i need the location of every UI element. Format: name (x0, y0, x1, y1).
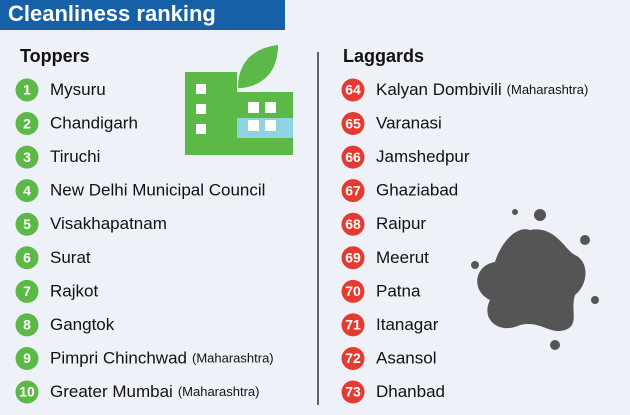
rank: 1 (23, 82, 31, 98)
city-name: Chandigarh (50, 114, 138, 133)
city-name: Meerut (376, 248, 429, 267)
city-name: Itanagar (376, 315, 439, 334)
city: Meerut (376, 248, 429, 267)
city: Ghaziabad (376, 181, 458, 200)
city: Raipur (376, 215, 426, 234)
rank-badge (341, 246, 365, 270)
city: Dhanbad (376, 383, 445, 402)
city: Mysuru (50, 80, 106, 99)
city: Gangtok (50, 315, 115, 334)
rank-badge (15, 380, 39, 404)
rank: 73 (345, 384, 361, 400)
city: Kalyan Dombivili (Maharashtra) (376, 80, 588, 99)
city-name: Gangtok (50, 315, 115, 334)
laggards-heading: Laggards (343, 46, 424, 66)
city: Rajkot (50, 282, 98, 301)
city-name: Tiruchi (50, 148, 100, 167)
city: Surat (50, 248, 91, 267)
city-name: Varanasi (376, 114, 442, 133)
rank-badge (15, 112, 39, 136)
rank: 67 (345, 182, 361, 198)
rank: 7 (23, 283, 31, 299)
rank-badge (15, 212, 39, 236)
rank: 3 (23, 149, 31, 165)
rank-badge (341, 279, 365, 303)
rank: 71 (345, 317, 361, 333)
rank-badge (341, 346, 365, 370)
rank-badge (341, 112, 365, 136)
rank: 8 (23, 317, 31, 333)
city-name: Rajkot (50, 282, 98, 301)
city-name: Mysuru (50, 80, 106, 99)
rank-badge (341, 380, 365, 404)
rank-badge (341, 313, 365, 337)
city: Asansol (376, 349, 436, 368)
city: Varanasi (376, 114, 442, 133)
city: New Delhi Municipal Council (50, 181, 265, 200)
rank-badge (15, 313, 39, 337)
rank: 9 (23, 350, 31, 366)
city: Chandigarh (50, 114, 138, 133)
city-name: New Delhi Municipal Council (50, 181, 265, 200)
city-name: Surat (50, 248, 91, 267)
city: Visakhapatnam (50, 215, 167, 234)
city: Tiruchi (50, 148, 100, 167)
state-note: (Maharashtra) (178, 384, 260, 399)
rank: 70 (345, 283, 361, 299)
rank-badge (15, 179, 39, 203)
title: Cleanliness ranking (8, 1, 216, 26)
rank: 64 (345, 82, 361, 98)
city: Pimpri Chinchwad (Maharashtra) (50, 349, 274, 368)
city: Itanagar (376, 315, 439, 334)
rank-badge (341, 78, 365, 102)
state-note: (Maharashtra) (507, 82, 589, 97)
city: Greater Mumbai (Maharashtra) (50, 383, 259, 402)
city-name: Asansol (376, 349, 436, 368)
city-name: Visakhapatnam (50, 215, 167, 234)
city-name: Greater Mumbai (50, 383, 173, 402)
rank: 4 (23, 182, 31, 198)
city: Patna (376, 282, 421, 301)
rank: 5 (23, 216, 31, 232)
rank-badge (341, 212, 365, 236)
toppers-heading: Toppers (20, 46, 90, 66)
rank-badge (15, 279, 39, 303)
rank-badge (15, 145, 39, 169)
rank: 66 (345, 149, 361, 165)
rank: 69 (345, 250, 361, 266)
splat-icon (471, 209, 599, 350)
building-icon (185, 45, 293, 155)
rank: 2 (23, 115, 31, 131)
city-name: Patna (376, 282, 421, 301)
rank: 72 (345, 350, 361, 366)
city-name: Raipur (376, 215, 426, 234)
city-name: Jamshedpur (376, 148, 470, 167)
rank-badge (341, 145, 365, 169)
city-name: Ghaziabad (376, 181, 458, 200)
rank-badge (341, 179, 365, 203)
city-name: Kalyan Dombivili (376, 80, 502, 99)
city-name: Pimpri Chinchwad (50, 349, 187, 368)
rank-badge (15, 346, 39, 370)
rank: 68 (345, 216, 361, 232)
city: Jamshedpur (376, 148, 470, 167)
rank: 6 (23, 250, 31, 266)
city-name: Dhanbad (376, 383, 445, 402)
rank: 65 (345, 115, 361, 131)
state-note: (Maharashtra) (192, 351, 274, 366)
title-bar (0, 0, 285, 30)
rank-badge (15, 78, 39, 102)
rows: 1 Mysuru 2 Chandigarh 3 Tiruchi 4 New Delhi Mun… (15, 78, 588, 404)
rank: 10 (19, 384, 35, 400)
rank-badge (15, 246, 39, 270)
